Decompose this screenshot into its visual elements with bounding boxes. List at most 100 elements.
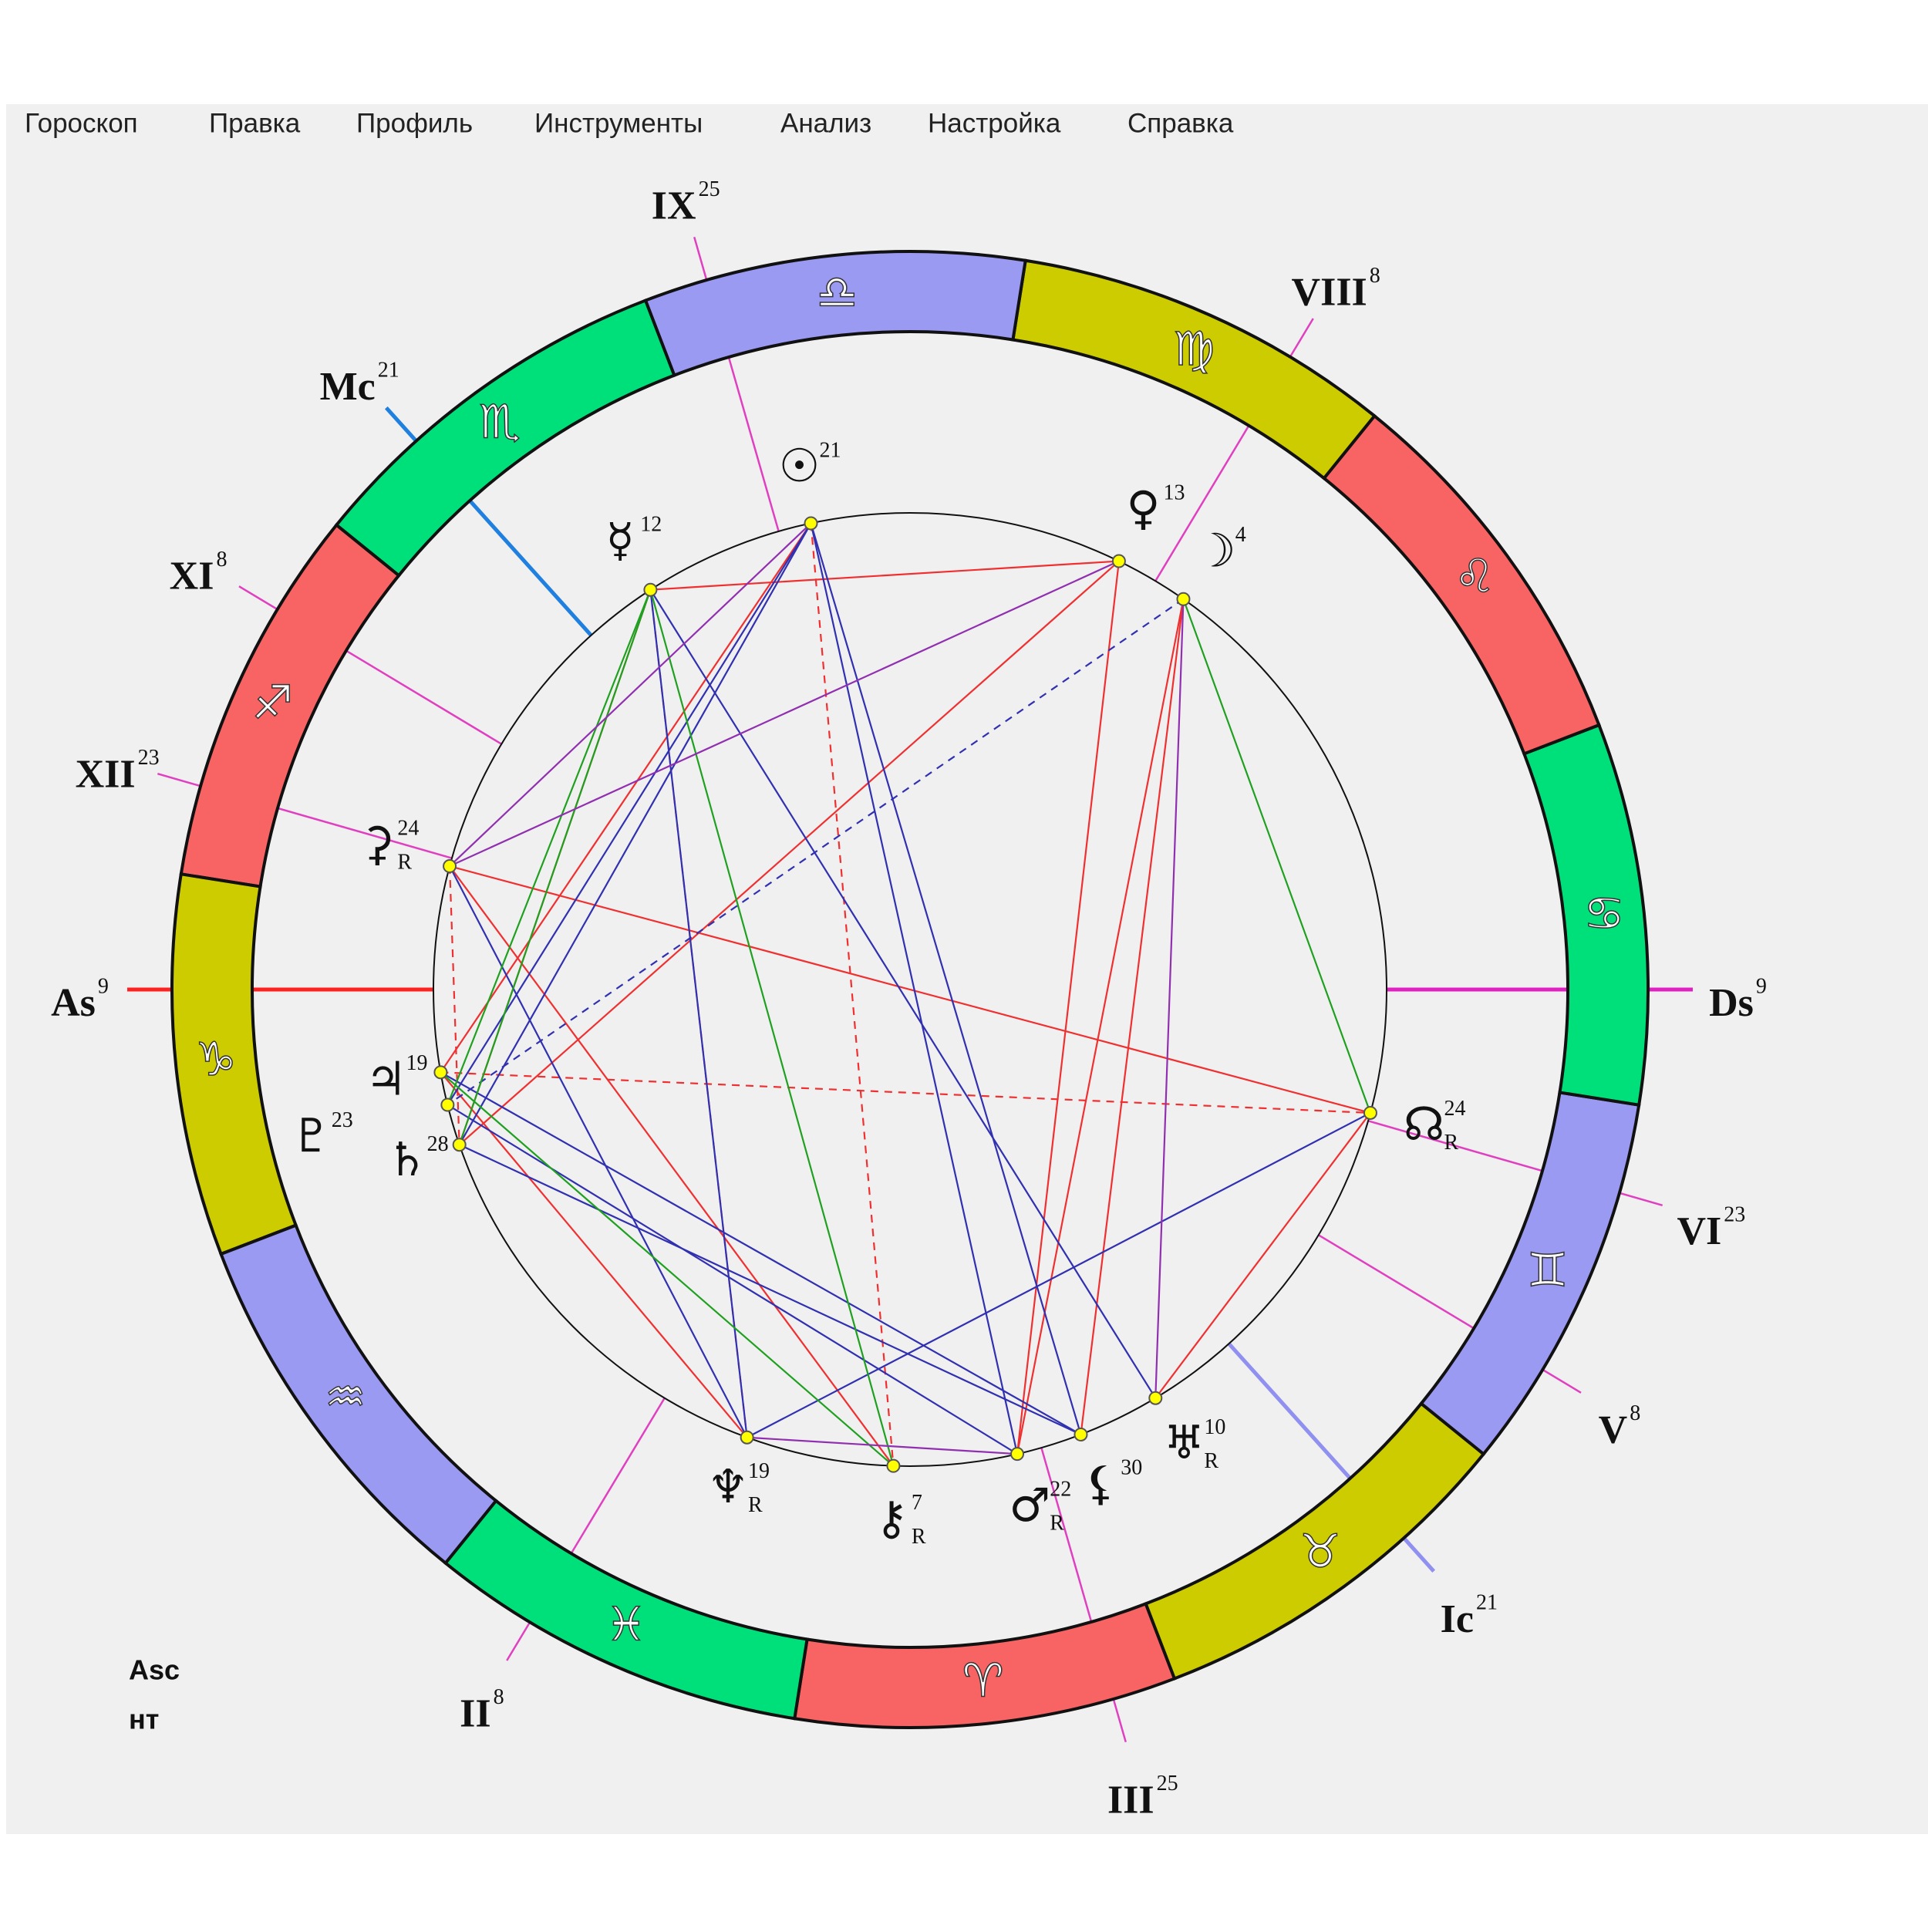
planet-degree: 21 xyxy=(820,439,841,463)
aspect-lines xyxy=(440,522,1371,1467)
planet-glyph: ♄ xyxy=(386,1133,428,1187)
planet-point xyxy=(886,1458,901,1473)
aspect-line xyxy=(1182,598,1371,1114)
aspect-line xyxy=(447,589,652,1105)
planet-glyph: ♇ xyxy=(291,1109,332,1163)
planet-point xyxy=(1363,1105,1377,1120)
retrograde-mark: R xyxy=(1204,1449,1218,1473)
planet-point xyxy=(452,1138,467,1152)
retrograde-mark: R xyxy=(912,1525,926,1549)
planet-degree: 10 xyxy=(1204,1415,1225,1439)
sign-glyph: ♓ xyxy=(605,1597,647,1651)
house-label: IX xyxy=(652,184,696,228)
house-label: V xyxy=(1599,1408,1628,1452)
aspect-line xyxy=(449,865,1371,1114)
sign-glyph: ♋ xyxy=(1583,887,1625,941)
aspect-line xyxy=(449,560,1120,868)
planet-degree: 7 xyxy=(912,1491,922,1515)
retrograde-mark: R xyxy=(397,850,412,874)
sign-segment xyxy=(443,1499,809,1721)
planet-point xyxy=(440,1097,455,1112)
zodiac-ring: ♈ ♉ ♊ ♋ ♌ ♍ ♎ ♏ ♐ ♑ ♒ ♓ xyxy=(170,249,1650,1730)
house-label: II xyxy=(460,1691,490,1735)
aspect-line xyxy=(1080,598,1185,1435)
planet-point xyxy=(740,1430,754,1445)
planet-glyph: ⚳ xyxy=(360,818,394,872)
planet-degree: 24 xyxy=(1444,1097,1465,1121)
aspect-line xyxy=(1154,598,1185,1398)
aspect-line xyxy=(649,589,1157,1399)
planet-glyph: ⚷ xyxy=(875,1492,908,1546)
planet-degree: 19 xyxy=(748,1459,770,1483)
planet-glyph: ♀ xyxy=(1126,481,1160,535)
planet-degree: 12 xyxy=(640,513,662,537)
aspect-line xyxy=(650,560,1119,591)
planet-point xyxy=(1010,1447,1025,1462)
planet-point xyxy=(1111,554,1126,568)
planet-point xyxy=(1148,1391,1163,1405)
aspect-line xyxy=(440,1071,1370,1114)
planet-glyph: ♃ xyxy=(366,1052,407,1106)
house-degree: 21 xyxy=(1476,1590,1498,1614)
house-degree: 23 xyxy=(1724,1203,1745,1227)
menu-item[interactable]: Правка xyxy=(209,108,301,138)
aspect-line xyxy=(440,1071,748,1438)
aspect-line xyxy=(649,589,895,1466)
menu-item[interactable]: Профиль xyxy=(356,108,473,138)
house-label: XII xyxy=(76,753,136,797)
aspect-line xyxy=(1016,561,1121,1455)
footer-asc: Asc xyxy=(129,1654,180,1686)
planet-glyph: ⚸ xyxy=(1084,1457,1117,1511)
house-label: XI xyxy=(170,554,214,598)
retrograde-mark: R xyxy=(1050,1512,1064,1536)
aspect-line xyxy=(810,523,1019,1455)
planet-glyph: ☿ xyxy=(606,514,635,568)
planet-glyph: ♅ xyxy=(1163,1416,1205,1470)
aspect-line xyxy=(449,865,748,1438)
house-degree: 21 xyxy=(378,359,399,383)
menu-bar: Гороскоп Правка Профиль Инструменты Анализ На… xyxy=(25,108,1234,138)
house-degree: 25 xyxy=(1157,1772,1178,1795)
aspect-line xyxy=(440,1071,895,1467)
aspect-line xyxy=(458,589,652,1145)
aspect-line xyxy=(449,865,895,1467)
aspect-line xyxy=(447,1104,1018,1455)
planet-glyph: ♆ xyxy=(707,1460,749,1514)
house-label: III xyxy=(1107,1778,1154,1822)
house-degree: 23 xyxy=(138,746,160,770)
planet-degree: 13 xyxy=(1163,480,1185,504)
sign-glyph: ♒ xyxy=(325,1371,366,1425)
aspect-line xyxy=(440,1071,1082,1435)
footer-nt: нт xyxy=(129,1704,159,1735)
aspect-line xyxy=(458,522,812,1145)
menu-item[interactable]: Настройка xyxy=(928,108,1061,138)
planet-point xyxy=(643,582,658,597)
planet-point xyxy=(1176,592,1191,606)
planet-degree: 23 xyxy=(332,1108,353,1132)
house-degree: 9 xyxy=(98,974,109,998)
retrograde-mark: R xyxy=(748,1493,763,1517)
sign-glyph: ♊ xyxy=(1527,1244,1569,1298)
house-degree: 8 xyxy=(1630,1401,1640,1425)
aspect-line xyxy=(449,522,812,867)
aspect-line xyxy=(747,1436,1018,1455)
sign-glyph: ♌ xyxy=(1454,550,1495,604)
house-degree: 25 xyxy=(699,177,720,201)
planet-degree: 22 xyxy=(1050,1478,1071,1502)
menu-item[interactable]: Анализ xyxy=(780,108,871,138)
house-label: Ic xyxy=(1441,1597,1474,1641)
menu-item[interactable]: Справка xyxy=(1127,108,1234,138)
aspect-line xyxy=(810,523,895,1466)
aspect-line xyxy=(447,522,812,1106)
aspect-line xyxy=(747,1111,1371,1438)
planet-point xyxy=(804,516,818,531)
house-degree: 9 xyxy=(1756,974,1767,998)
planet-point xyxy=(433,1065,448,1080)
menu-item[interactable]: Инструменты xyxy=(534,108,703,138)
planet-glyph: ☊ xyxy=(1404,1097,1444,1151)
sign-glyph: ♐ xyxy=(251,676,293,730)
planet-degree: 4 xyxy=(1235,523,1246,547)
planet-degree: 28 xyxy=(427,1132,449,1156)
menu-item[interactable]: Гороскоп xyxy=(25,108,138,138)
aspect-line xyxy=(440,522,812,1073)
